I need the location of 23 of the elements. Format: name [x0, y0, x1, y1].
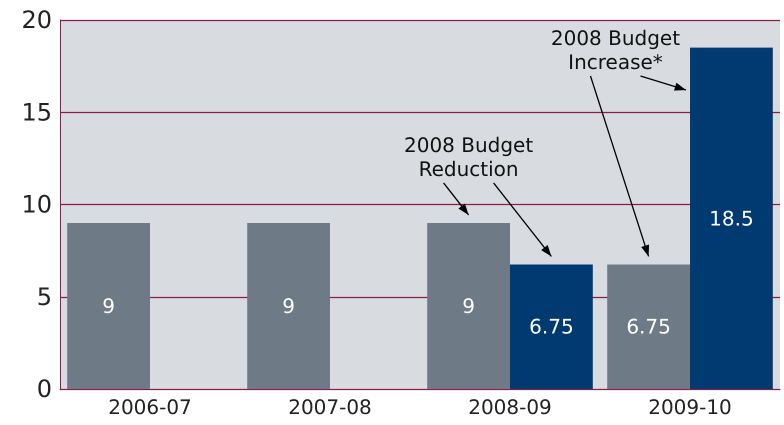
y-tick-label: 10	[21, 190, 52, 218]
bar	[607, 264, 690, 389]
y-tick-label: 0	[36, 375, 52, 403]
annotation: 2008 Budget Increase*	[550, 26, 680, 74]
y-tick-label: 20	[21, 6, 52, 34]
data-label: 6.75	[626, 314, 671, 339]
bar	[690, 48, 773, 389]
data-label: 18.5	[709, 206, 754, 230]
x-tick-label: 2007-08	[288, 395, 372, 419]
data-label: 9	[462, 294, 475, 318]
annotation: 2008 Budget Reduction	[404, 132, 534, 181]
data-label: 6.75	[529, 314, 574, 339]
x-tick-label: 2008-09	[468, 395, 552, 419]
bar	[67, 222, 150, 389]
bar	[247, 222, 330, 389]
x-tick-label: 2006-07	[108, 395, 192, 419]
x-tick-label: 2009-10	[648, 395, 732, 419]
data-label: 9	[102, 294, 115, 318]
y-tick-label: 5	[36, 282, 52, 311]
data-label: 9	[282, 294, 295, 318]
y-tick-label: 15	[21, 98, 52, 126]
bar	[427, 222, 510, 389]
bar	[510, 264, 593, 389]
